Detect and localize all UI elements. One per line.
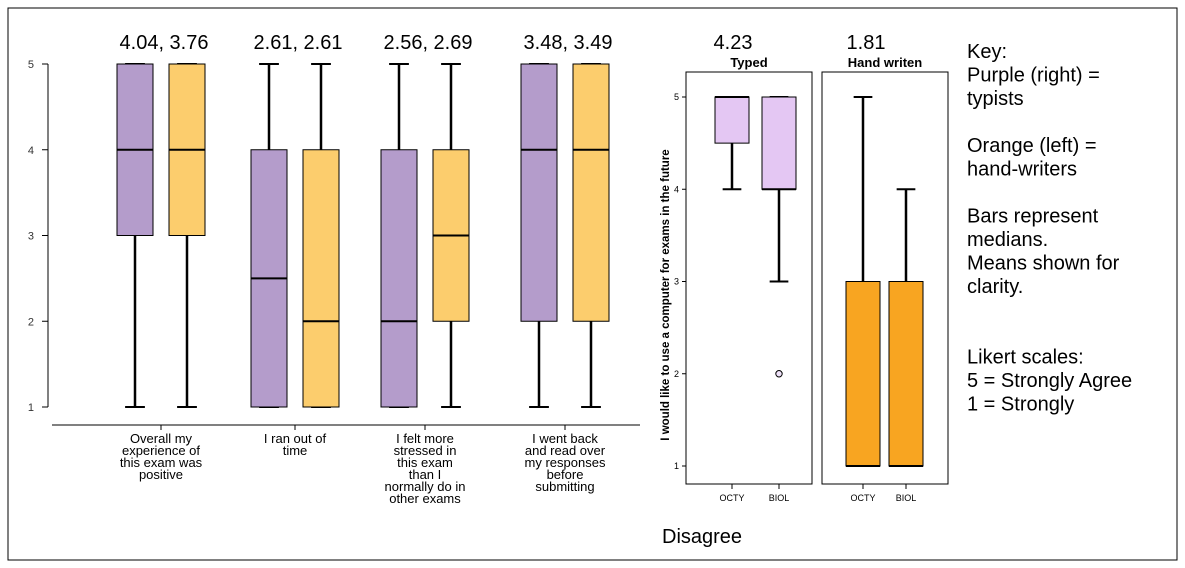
panel-frame — [685, 71, 813, 485]
group-label: stressed in — [394, 443, 457, 458]
key-line: hand-writers — [967, 159, 1077, 181]
left-y-tick-label: 3 — [28, 231, 34, 243]
box-category-label: BIOL — [769, 493, 790, 503]
key-line: Key: — [967, 41, 1007, 63]
group-label: experience of — [122, 443, 200, 458]
group-label: this exam was — [120, 455, 203, 470]
right-y-tick-label: 2 — [674, 369, 679, 379]
group-label: other exams — [389, 491, 461, 506]
left-y-tick-label: 1 — [28, 402, 34, 414]
right-y-tick-label: 5 — [674, 92, 679, 102]
figure-border — [7, 7, 1178, 561]
right-y-tick-label: 3 — [674, 277, 679, 287]
group-label: than I — [409, 467, 442, 482]
key-line: Orange (left) = — [967, 135, 1097, 157]
hand_writers-box-1-box — [302, 149, 340, 408]
left-y-tick-label: 2 — [28, 316, 34, 328]
means-label: 3.48, 3.49 — [524, 32, 613, 54]
future-computer-boxplot-chart: I would like to use a computer for exams… — [660, 32, 949, 503]
panel0-box-1-box — [761, 96, 797, 190]
panel-title: Hand writen — [848, 55, 922, 70]
typists-box-3-box — [520, 63, 558, 322]
box-category-label: OCTY — [719, 493, 744, 503]
left-y-tick-label: 4 — [28, 145, 34, 157]
group-label: submitting — [535, 479, 594, 494]
group-label: I went back — [532, 431, 598, 446]
typists-box-2-box — [380, 149, 418, 408]
key-line: Purple (right) = — [967, 65, 1100, 87]
group-label: before — [547, 467, 584, 482]
means-label: 2.61, 2.61 — [254, 32, 343, 54]
key-line: 5 = Strongly Agree — [967, 370, 1132, 392]
key-line: Bars represent — [967, 206, 1099, 228]
key-line: clarity. — [967, 276, 1023, 298]
left-y-tick-label: 5 — [28, 59, 34, 71]
right-y-axis-label: I would like to use a computer for exams… — [660, 149, 672, 440]
group-label: positive — [139, 467, 183, 482]
outlier-point — [775, 370, 783, 378]
panel-mean-label: 1.81 — [847, 32, 886, 54]
means-label: 4.04, 3.76 — [120, 32, 209, 54]
key-line: medians. — [967, 229, 1048, 251]
group-label: time — [283, 443, 308, 458]
group-label: I felt more — [396, 431, 454, 446]
panel1-box-1-box — [888, 281, 924, 467]
panel-title: Typed — [730, 55, 767, 70]
group-label: and read over — [525, 443, 606, 458]
group-label: this exam — [397, 455, 453, 470]
box-category-label: OCTY — [850, 493, 875, 503]
right-y-tick-label: 1 — [674, 461, 679, 471]
panel1-box-0-box — [845, 281, 881, 467]
group-label: I ran out of — [264, 431, 327, 446]
key-line: typists — [967, 88, 1024, 110]
right-y-tick-label: 4 — [674, 184, 679, 194]
panel0-box-0-box — [714, 96, 750, 144]
key-line: Means shown for — [967, 253, 1120, 275]
key-trailing-text: Disagree — [662, 526, 742, 548]
key-line: Likert scales: — [967, 347, 1084, 369]
key-text: Key: Purple (right) = typists Orange (left)… — [967, 41, 1132, 416]
group-label: normally do in — [385, 479, 466, 494]
hand_writers-box-3-box — [572, 63, 610, 322]
box-category-label: BIOL — [896, 493, 917, 503]
group-label: my responses — [525, 455, 606, 470]
means-label: 2.56, 2.69 — [384, 32, 473, 54]
panel-mean-label: 4.23 — [714, 32, 753, 54]
group-label: Overall my — [130, 431, 193, 446]
panel-frame — [821, 71, 949, 485]
key-line: 1 = Strongly — [967, 394, 1074, 416]
key-panel: Key: Purple (right) = typists Orange (left)… — [662, 41, 1132, 548]
